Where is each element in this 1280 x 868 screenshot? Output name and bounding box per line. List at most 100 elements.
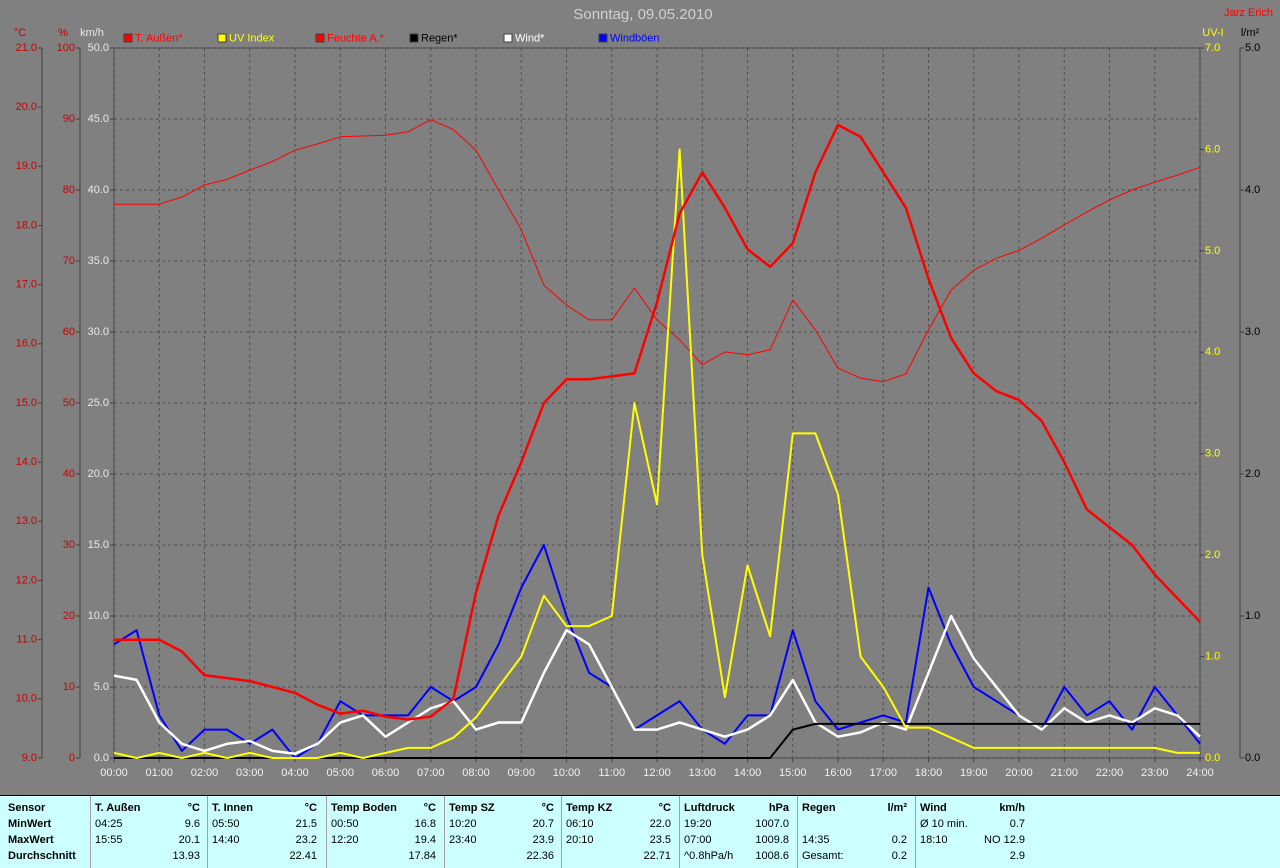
cell-value: 0.2	[891, 834, 907, 846]
x-tick-label: 20:00	[1005, 767, 1033, 779]
legend-label: Windböen	[610, 32, 660, 44]
y-tick-label: 10.0	[16, 693, 37, 705]
y-tick-label: 70	[63, 255, 75, 267]
y-tick-label: 7.0	[1205, 42, 1220, 54]
y-tick-label: 30	[63, 539, 75, 551]
axis-unit: UV-I	[1202, 27, 1223, 39]
legend-label: UV Index	[229, 32, 275, 44]
x-tick-label: 02:00	[191, 767, 219, 779]
cell-value: 1007.0	[755, 818, 789, 830]
y-tick-label: 35.0	[88, 255, 109, 267]
y-tick-label: 13.0	[16, 515, 37, 527]
y-tick-label: 5.0	[94, 681, 109, 693]
legend-label: Feuchte A.*	[327, 32, 385, 44]
y-tick-label: 0.0	[94, 752, 109, 764]
legend-swatch	[503, 33, 513, 43]
row-label: MaxWert	[8, 834, 54, 846]
y-tick-label: 5.0	[1205, 245, 1220, 257]
row-label: MinWert	[8, 818, 52, 830]
y-tick-label: 2.0	[1205, 549, 1220, 561]
column-separator	[915, 796, 916, 868]
y-tick-label: 0	[69, 752, 75, 764]
y-tick-label: 4.0	[1245, 184, 1260, 196]
row-label: Sensor	[8, 802, 46, 814]
cell-time: 23:40	[449, 834, 477, 846]
cell-value: 23.2	[295, 834, 317, 846]
x-tick-label: 04:00	[281, 767, 309, 779]
x-tick-label: 11:00	[598, 767, 625, 779]
y-tick-label: 10.0	[88, 610, 109, 622]
column-separator	[207, 796, 208, 868]
x-tick-label: 08:00	[462, 767, 490, 779]
y-tick-label: 3.0	[1245, 326, 1260, 338]
legend-label: Regen*	[421, 32, 458, 44]
section-unit: °C	[187, 802, 200, 814]
cell-value: 22.36	[526, 850, 554, 862]
legend-label: T. Außen*	[135, 32, 183, 44]
column-separator	[444, 796, 445, 868]
cell-value: NO 12.9	[984, 834, 1025, 846]
y-tick-label: 5.0	[1245, 42, 1260, 54]
section-title: T. Außen	[95, 802, 141, 814]
chart: Sonntag, 09.05.2010 Jarz Erich °C 9.0 10.0…	[14, 6, 1273, 779]
y-tick-label: 60	[63, 326, 75, 338]
series-line	[114, 123, 1201, 721]
y-tick-label: 18.0	[16, 219, 37, 231]
cell-time: 00:50	[331, 818, 359, 830]
cell-value: 13.93	[172, 850, 200, 862]
legend-swatch	[598, 33, 608, 43]
cell-value: 22.71	[643, 850, 671, 862]
cell-value: 9.6	[184, 818, 200, 830]
section-title: Temp Boden	[331, 802, 397, 814]
legend-swatch	[409, 33, 419, 43]
y-tick-label: 15.0	[88, 539, 109, 551]
y-tick-label: 3.0	[1205, 448, 1220, 460]
series-line	[113, 148, 1200, 759]
x-tick-label: 14:00	[734, 767, 762, 779]
cell-time: 20:10	[566, 834, 594, 846]
section-unit: hPa	[768, 802, 789, 814]
column-separator	[679, 796, 680, 868]
section-title: Wind	[920, 802, 947, 814]
section-unit: °C	[658, 802, 671, 814]
legend-swatch	[123, 33, 133, 43]
y-tick-label: 20	[63, 610, 75, 622]
legend-label: Wind*	[515, 32, 545, 44]
section-title: Temp SZ	[449, 802, 495, 814]
y-tick-label: 15.0	[16, 397, 37, 409]
y-tick-label: 6.0	[1205, 143, 1220, 155]
y-tick-label: 80	[63, 184, 75, 196]
cell-time: 19:20	[684, 818, 712, 830]
cell-value: 17.84	[408, 850, 436, 862]
cell-value: 0.7	[1009, 818, 1025, 830]
y-tick-label: 40	[63, 468, 75, 480]
x-tick-label: 19:00	[960, 767, 988, 779]
y-tick-label: 20.0	[88, 468, 109, 480]
y-tick-label: 9.0	[22, 752, 37, 764]
y-tick-label: 100	[57, 42, 75, 54]
column-separator	[90, 796, 91, 868]
cell-value: 22.41	[289, 850, 317, 862]
section-title: Temp KZ	[566, 802, 613, 814]
axis-unit: km/h	[80, 27, 104, 39]
cell-time: 05:50	[212, 818, 240, 830]
y-tick-label: 50.0	[88, 42, 109, 54]
x-tick-label: 07:00	[417, 767, 445, 779]
x-tick-label: 10:00	[553, 767, 581, 779]
x-tick-label: 00:00	[100, 767, 128, 779]
section-title: T. Innen	[212, 802, 253, 814]
section-unit: km/h	[999, 802, 1025, 814]
x-tick-label: 23:00	[1141, 767, 1169, 779]
y-tick-label: 25.0	[88, 397, 109, 409]
y-tick-label: 30.0	[88, 326, 109, 338]
cell-time: 14:35	[802, 834, 830, 846]
section-title: Regen	[802, 802, 836, 814]
cell-value: 19.4	[414, 834, 436, 846]
legend-swatch	[315, 33, 325, 43]
cell-value: 23.9	[532, 834, 554, 846]
cell-time: ^0.8hPa/h	[684, 850, 734, 862]
cell-time: 07:00	[684, 834, 712, 846]
cell-time: 04:25	[95, 818, 123, 830]
column-separator	[561, 796, 562, 868]
